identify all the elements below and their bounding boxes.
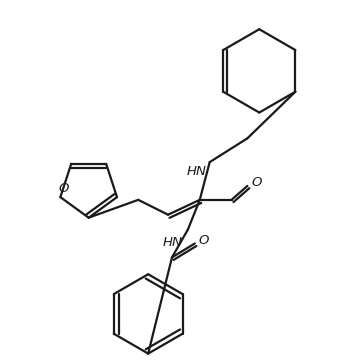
Text: O: O (251, 176, 262, 189)
Text: O: O (199, 234, 209, 247)
Text: HN: HN (187, 165, 207, 178)
Text: HN: HN (163, 235, 183, 248)
Text: O: O (59, 183, 69, 195)
